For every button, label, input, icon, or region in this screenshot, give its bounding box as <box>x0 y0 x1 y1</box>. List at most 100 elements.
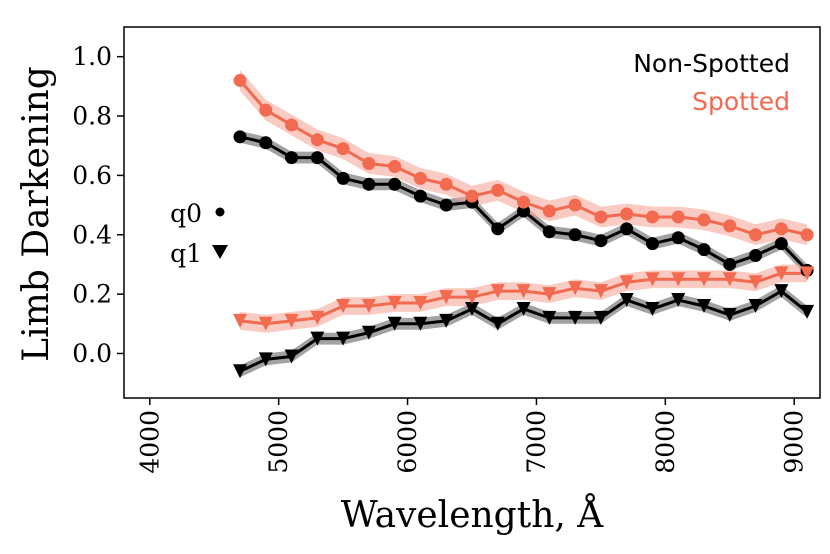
point-series-0-18 <box>697 243 711 257</box>
point-series-3-5 <box>361 298 376 313</box>
point-series-0-16 <box>645 237 659 251</box>
point-series-2-7 <box>413 316 428 331</box>
point-series-1-17 <box>671 210 685 224</box>
y-tick-label-3: 0.6 <box>72 161 112 190</box>
point-series-0-7 <box>413 189 427 203</box>
point-series-2-4 <box>336 331 351 346</box>
point-series-1-8 <box>439 177 453 191</box>
point-series-3-2 <box>284 313 299 328</box>
point-series-3-21 <box>774 266 789 281</box>
point-series-2-6 <box>387 316 402 331</box>
point-series-1-21 <box>774 222 788 236</box>
x-axis-ticks: 4000 5000 6000 7000 8000 9000 <box>135 398 809 474</box>
point-series-3-17 <box>671 272 686 287</box>
point-series-2-3 <box>310 331 325 346</box>
marker-key-q1-triangle <box>212 245 228 259</box>
x-tick-label-5: 9000 <box>780 410 809 474</box>
point-series-3-18 <box>697 272 711 287</box>
x-tick-label-1: 5000 <box>264 410 293 474</box>
legend-spotted: Spotted <box>692 87 790 116</box>
y-tick-label-4: 0.8 <box>72 102 112 131</box>
point-series-3-13 <box>568 281 583 296</box>
point-series-0-8 <box>439 198 453 212</box>
point-series-3-20 <box>748 275 763 290</box>
point-series-3-8 <box>439 290 454 305</box>
point-series-2-1 <box>258 352 273 367</box>
point-series-1-1 <box>259 103 273 117</box>
point-series-1-10 <box>491 183 505 197</box>
point-series-1-19 <box>723 219 737 233</box>
point-series-0-2 <box>285 151 299 165</box>
point-series-1-22 <box>800 228 814 242</box>
x-tick-label-3: 7000 <box>522 410 551 474</box>
point-series-1-12 <box>542 204 556 218</box>
point-series-0-21 <box>774 237 788 251</box>
point-series-0-19 <box>723 257 737 271</box>
point-series-0-4 <box>336 171 350 185</box>
point-series-2-18 <box>697 298 711 313</box>
point-series-1-0 <box>233 73 247 87</box>
point-series-2-20 <box>748 298 763 313</box>
point-series-3-19 <box>722 272 737 287</box>
point-series-1-18 <box>697 213 711 227</box>
point-series-0-15 <box>620 222 634 236</box>
marker-key-q0-label: q0 <box>170 199 202 228</box>
point-series-2-13 <box>568 310 583 325</box>
point-series-2-2 <box>284 349 299 364</box>
point-series-1-9 <box>465 189 479 203</box>
point-series-2-21 <box>774 284 789 299</box>
point-series-3-12 <box>542 287 557 302</box>
y-tick-label-5: 1.0 <box>72 42 112 71</box>
point-series-1-15 <box>620 207 634 221</box>
x-tick-label-2: 6000 <box>393 410 422 474</box>
point-series-2-11 <box>516 301 531 316</box>
point-series-0-11 <box>517 204 531 218</box>
point-series-2-12 <box>542 310 557 325</box>
point-series-1-7 <box>413 171 427 185</box>
point-series-1-3 <box>310 133 324 147</box>
series-markers <box>233 73 815 379</box>
y-axis-ticks: 0.0 0.2 0.4 0.6 0.8 1.0 <box>72 42 124 368</box>
point-series-1-5 <box>362 157 376 171</box>
point-series-0-13 <box>568 228 582 242</box>
x-axis-title: Wavelength, Å <box>341 494 605 536</box>
point-series-1-14 <box>594 210 608 224</box>
point-series-0-6 <box>388 177 402 191</box>
point-series-2-5 <box>361 325 376 340</box>
point-series-2-15 <box>619 293 634 308</box>
point-series-3-14 <box>593 284 608 299</box>
point-series-1-13 <box>568 198 582 212</box>
point-series-2-9 <box>465 301 479 316</box>
y-tick-label-1: 0.2 <box>72 280 112 309</box>
point-series-3-1 <box>258 316 273 331</box>
point-series-3-22 <box>800 266 815 281</box>
point-series-3-3 <box>310 310 325 325</box>
point-series-2-10 <box>490 316 505 331</box>
point-series-3-11 <box>516 284 531 299</box>
point-series-0-1 <box>259 136 273 150</box>
band-series-3 <box>240 264 808 333</box>
point-series-0-0 <box>233 130 247 144</box>
point-series-2-16 <box>645 301 660 316</box>
point-series-3-4 <box>336 298 351 313</box>
point-series-2-0 <box>233 364 247 379</box>
plot-frame <box>123 26 821 399</box>
point-series-1-4 <box>336 142 350 156</box>
point-series-2-8 <box>439 313 454 328</box>
point-series-0-5 <box>362 177 376 191</box>
point-series-1-11 <box>517 195 531 209</box>
band-series-2 <box>240 285 808 378</box>
x-tick-label-0: 4000 <box>135 410 164 474</box>
point-series-2-19 <box>722 307 737 322</box>
y-tick-label-0: 0.0 <box>72 339 112 368</box>
point-series-0-12 <box>542 225 556 239</box>
point-series-2-22 <box>800 304 815 319</box>
marker-key-q1-label: q1 <box>170 239 202 268</box>
point-series-3-7 <box>413 296 428 311</box>
y-tick-label-2: 0.4 <box>72 220 112 249</box>
legend-non-spotted: Non-Spotted <box>633 49 790 78</box>
point-series-3-9 <box>465 290 479 305</box>
point-series-1-16 <box>645 210 659 224</box>
y-axis-title: Limb Darkening <box>16 66 57 362</box>
